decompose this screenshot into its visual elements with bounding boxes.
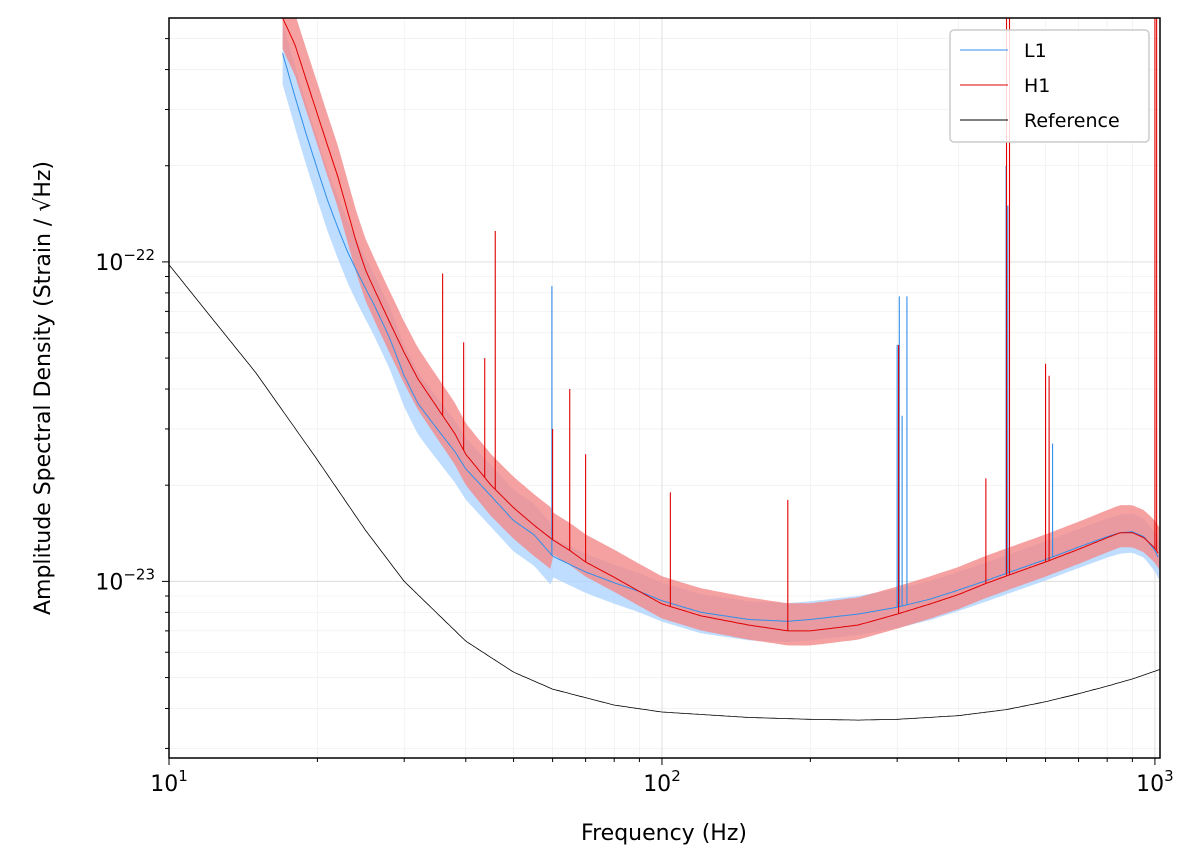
x-axis-label: Frequency (Hz) [581,821,747,846]
x-tick-label: 103 [1136,767,1174,797]
plot-frame [168,17,1161,759]
legend-label-h1: H1 [1024,75,1050,97]
series-line-l1 [282,53,1159,622]
data-layer [169,18,1160,721]
series-band-h1 [282,18,1160,646]
series-line-reference [169,264,1160,721]
y-tick-label: 10−22 [95,246,155,276]
legend: L1 H1 Reference [949,29,1150,143]
x-tick-label: 101 [150,767,188,797]
legend-label-reference: Reference [1024,110,1120,132]
y-axis-label: Amplitude Spectral Density (Strain / √Hz… [31,161,56,615]
x-tick-label: 102 [643,767,681,797]
legend-label-l1: L1 [1024,40,1047,62]
legend-box [949,29,1150,143]
series-line-h1 [282,18,1159,632]
y-tick-label: 10−23 [95,565,155,595]
